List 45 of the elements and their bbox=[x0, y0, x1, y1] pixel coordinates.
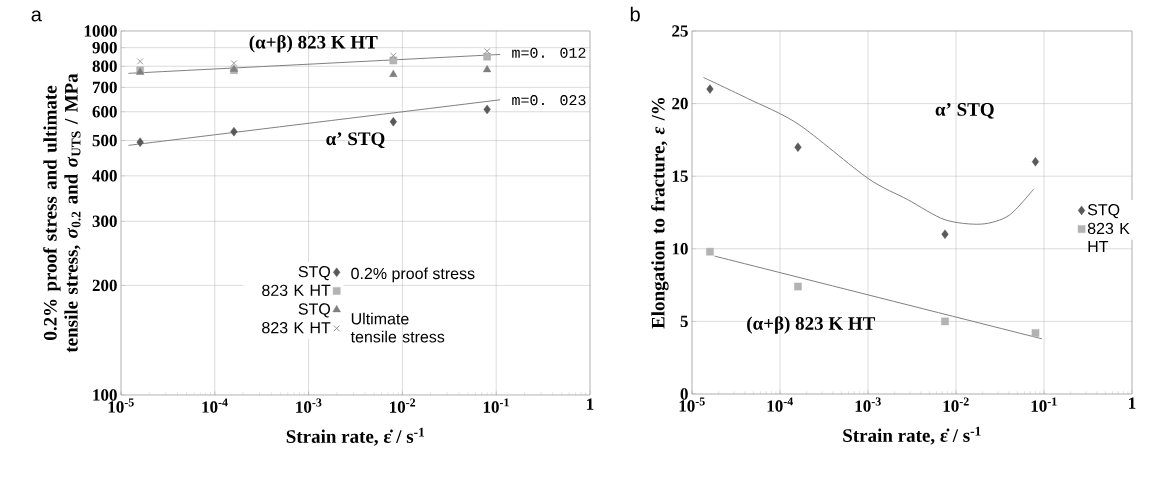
x-tick-label: 10$^{-3}$ bbox=[296, 398, 322, 413]
x-tick-label: 10$^{-2}$ bbox=[390, 398, 416, 413]
legend-label: STQ bbox=[1087, 204, 1120, 219]
annotation: (α+β) 823 K HT bbox=[747, 316, 876, 334]
annotation: (α+β) 823 K HT bbox=[249, 35, 378, 53]
legend-label: 823 K HT bbox=[262, 284, 331, 296]
x-axis-title: Strain rate, ε̇ / s$^{-1}$ bbox=[286, 427, 425, 446]
y-tick-label: 100 bbox=[93, 389, 117, 401]
legend-label: STQ bbox=[298, 303, 331, 318]
y-tick-label: 5 bbox=[680, 315, 688, 328]
annotation: α’ STQ bbox=[935, 103, 994, 119]
annotation: α’ STQ bbox=[326, 132, 385, 149]
y-axis-title: Elongation to fracture, ε /% bbox=[651, 97, 669, 329]
x-tick-label: 10$^{-3}$ bbox=[855, 397, 881, 412]
y-tick-label: 20 bbox=[672, 97, 688, 110]
x-axis-title: Strain rate, ε̇ / s$^{-1}$ bbox=[843, 426, 981, 445]
annotation: m=0. 023 bbox=[512, 95, 586, 106]
y-tick-label: 500 bbox=[92, 134, 117, 147]
x-tick-label: 10$^{-2}$ bbox=[943, 397, 969, 412]
x-tick-label: 1 bbox=[587, 398, 594, 410]
y-tick-label: 800 bbox=[92, 60, 117, 72]
y-tick-label: 1000 bbox=[84, 25, 117, 37]
annotation: m=0. 012 bbox=[512, 47, 586, 58]
y-tick-label: 900 bbox=[92, 41, 117, 54]
y-tick-label: 700 bbox=[92, 81, 117, 94]
annotation: 0.2% proof stress bbox=[351, 267, 475, 283]
legend-label: STQ bbox=[298, 266, 331, 281]
x-tick-label: 1 bbox=[1129, 397, 1136, 409]
y-tick-label: 0 bbox=[680, 388, 688, 400]
x-tick-label: 10$^{-4}$ bbox=[767, 397, 793, 412]
legend-label: 823 K HT bbox=[262, 322, 331, 334]
y-tick-label: 300 bbox=[92, 215, 117, 228]
x-tick-label: 10$^{-1}$ bbox=[483, 398, 509, 413]
y-tick-label: 25 bbox=[672, 25, 688, 37]
y-tick-label: 10 bbox=[672, 243, 688, 255]
x-tick-label: 10$^{-4}$ bbox=[202, 398, 228, 413]
y-tick-label: 200 bbox=[92, 279, 117, 292]
annotation: Ultimate tensile stress bbox=[350, 312, 445, 343]
y-tick-label: 15 bbox=[672, 170, 688, 182]
chart-title: b bbox=[630, 6, 640, 22]
x-tick-label: 10$^{-1}$ bbox=[1031, 397, 1057, 412]
chart-title: a bbox=[31, 10, 42, 22]
y-tick-label: 400 bbox=[92, 170, 117, 182]
legend-label: 823 K HT bbox=[1087, 222, 1130, 252]
y-tick-label: 600 bbox=[92, 106, 117, 118]
